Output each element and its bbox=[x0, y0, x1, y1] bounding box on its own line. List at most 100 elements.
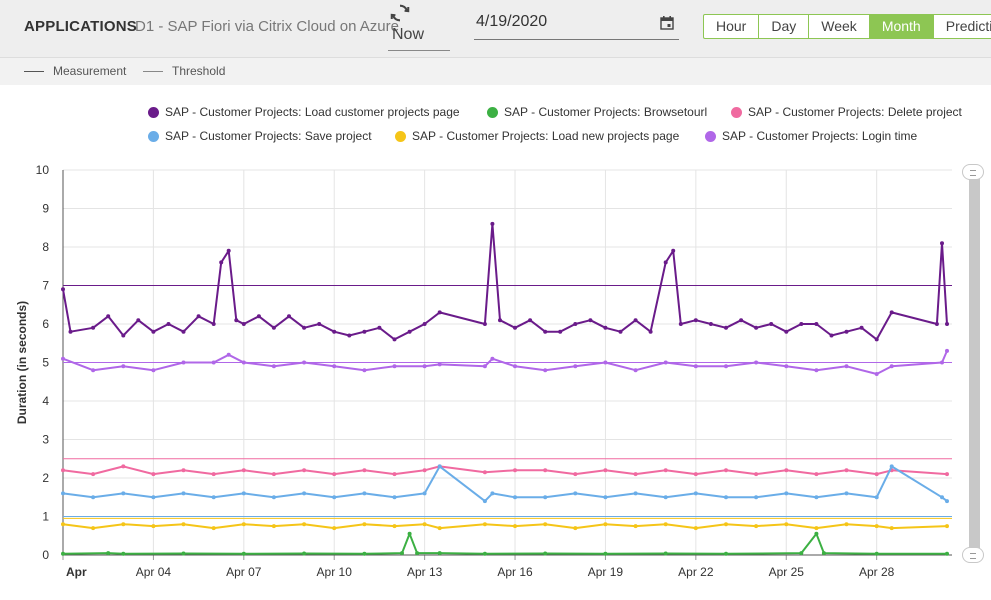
data-point bbox=[392, 337, 397, 342]
data-point bbox=[490, 491, 495, 496]
data-point bbox=[61, 356, 65, 361]
data-point bbox=[91, 472, 96, 477]
data-point bbox=[739, 318, 744, 323]
data-point bbox=[362, 551, 367, 556]
x-tick-label: Apr 16 bbox=[497, 565, 533, 579]
data-point bbox=[633, 318, 638, 323]
data-point bbox=[332, 364, 337, 369]
data-point bbox=[181, 360, 186, 365]
data-point bbox=[513, 524, 517, 529]
data-point bbox=[437, 526, 442, 531]
legend-item[interactable]: SAP - Customer Projects: Browsetourl bbox=[487, 105, 707, 119]
legend-item[interactable]: SAP - Customer Projects: Login time bbox=[705, 129, 917, 143]
data-point bbox=[302, 491, 307, 496]
data-point bbox=[287, 314, 291, 319]
legend-item[interactable]: SAP - Customer Projects: Load customer p… bbox=[148, 105, 460, 119]
data-point bbox=[121, 364, 126, 369]
data-point bbox=[106, 551, 111, 556]
data-point bbox=[814, 531, 819, 536]
section-title: APPLICATIONS bbox=[24, 18, 137, 35]
range-month-button[interactable]: Month bbox=[869, 15, 934, 38]
series-line bbox=[62, 532, 947, 555]
data-point bbox=[400, 551, 404, 556]
threshold-line-key: Threshold bbox=[143, 64, 225, 78]
x-tick-label: Apr 19 bbox=[588, 565, 624, 579]
data-point bbox=[302, 468, 307, 473]
data-point bbox=[573, 472, 578, 477]
y-tick-label: 6 bbox=[42, 317, 49, 331]
data-point bbox=[61, 522, 65, 527]
data-point bbox=[482, 364, 487, 369]
data-point bbox=[874, 472, 879, 477]
data-point bbox=[844, 364, 849, 369]
data-point bbox=[633, 368, 638, 373]
application-name: D1 - SAP Fiori via Citrix Cloud on Azure bbox=[135, 18, 399, 35]
range-week-button[interactable]: Week bbox=[809, 15, 870, 38]
data-point bbox=[814, 495, 819, 500]
data-point bbox=[588, 318, 593, 323]
data-point bbox=[945, 524, 949, 529]
data-point bbox=[724, 551, 728, 556]
data-point bbox=[241, 551, 246, 556]
range-day-button[interactable]: Day bbox=[759, 15, 810, 38]
series-line bbox=[62, 222, 948, 341]
data-point bbox=[362, 368, 367, 373]
legend-swatch bbox=[148, 130, 159, 142]
data-point bbox=[317, 322, 322, 326]
legend-swatch bbox=[148, 106, 159, 118]
legend-item[interactable]: SAP - Customer Projects: Delete project bbox=[731, 105, 962, 119]
range-hour-button[interactable]: Hour bbox=[704, 15, 760, 38]
data-point bbox=[754, 325, 759, 330]
data-point bbox=[181, 468, 186, 473]
scrollbar-bottom-handle[interactable] bbox=[962, 547, 984, 563]
data-point bbox=[482, 522, 487, 527]
data-point bbox=[940, 241, 944, 246]
data-point bbox=[633, 491, 638, 496]
data-point bbox=[490, 221, 495, 226]
x-tick-label: Apr 07 bbox=[226, 565, 262, 579]
data-point bbox=[784, 491, 789, 496]
data-point bbox=[106, 314, 111, 319]
data-point bbox=[211, 322, 216, 326]
refresh-icon[interactable] bbox=[389, 2, 411, 24]
measurement-label: Measurement bbox=[53, 64, 127, 78]
data-point bbox=[784, 364, 789, 369]
series-line bbox=[62, 523, 948, 530]
data-point bbox=[603, 551, 608, 556]
data-point bbox=[814, 322, 819, 326]
y-tick-label: 4 bbox=[42, 394, 49, 408]
time-range-selector: Hour Day Week Month Predicti bbox=[703, 14, 991, 39]
data-point bbox=[573, 491, 578, 496]
data-point bbox=[226, 248, 231, 253]
data-point bbox=[859, 325, 864, 330]
data-point bbox=[392, 472, 397, 477]
data-point bbox=[799, 322, 804, 326]
legend-item[interactable]: SAP - Customer Projects: Load new projec… bbox=[395, 129, 679, 143]
data-point bbox=[362, 491, 367, 496]
data-point bbox=[437, 362, 442, 367]
data-point bbox=[196, 314, 201, 319]
calendar-icon[interactable] bbox=[660, 16, 674, 30]
chart-scrollbar[interactable] bbox=[969, 170, 980, 555]
data-point bbox=[91, 526, 96, 531]
data-point bbox=[415, 551, 420, 556]
data-point bbox=[332, 329, 337, 334]
data-point bbox=[482, 551, 487, 556]
data-point bbox=[543, 468, 548, 473]
data-point bbox=[437, 551, 442, 556]
range-prediction-button[interactable]: Predicti bbox=[945, 18, 991, 34]
data-point bbox=[784, 468, 789, 473]
now-button[interactable]: Now bbox=[388, 26, 450, 51]
legend-item[interactable]: SAP - Customer Projects: Save project bbox=[148, 129, 372, 143]
date-picker-input[interactable]: 4/19/2020 bbox=[474, 10, 679, 40]
data-point bbox=[784, 329, 789, 334]
scrollbar-top-handle[interactable] bbox=[962, 164, 984, 180]
duration-line-chart: 0 1 2 3 4 5 6 7 8 9 10 Apr Apr 04 Apr 07 Apr 10 Apr 13 A… bbox=[15, 163, 952, 579]
data-point bbox=[271, 472, 276, 477]
data-point bbox=[558, 329, 563, 334]
data-point bbox=[829, 333, 834, 338]
data-point bbox=[663, 468, 668, 473]
data-point bbox=[422, 491, 427, 496]
x-tick-label: Apr 28 bbox=[859, 565, 895, 579]
data-point bbox=[422, 522, 427, 527]
